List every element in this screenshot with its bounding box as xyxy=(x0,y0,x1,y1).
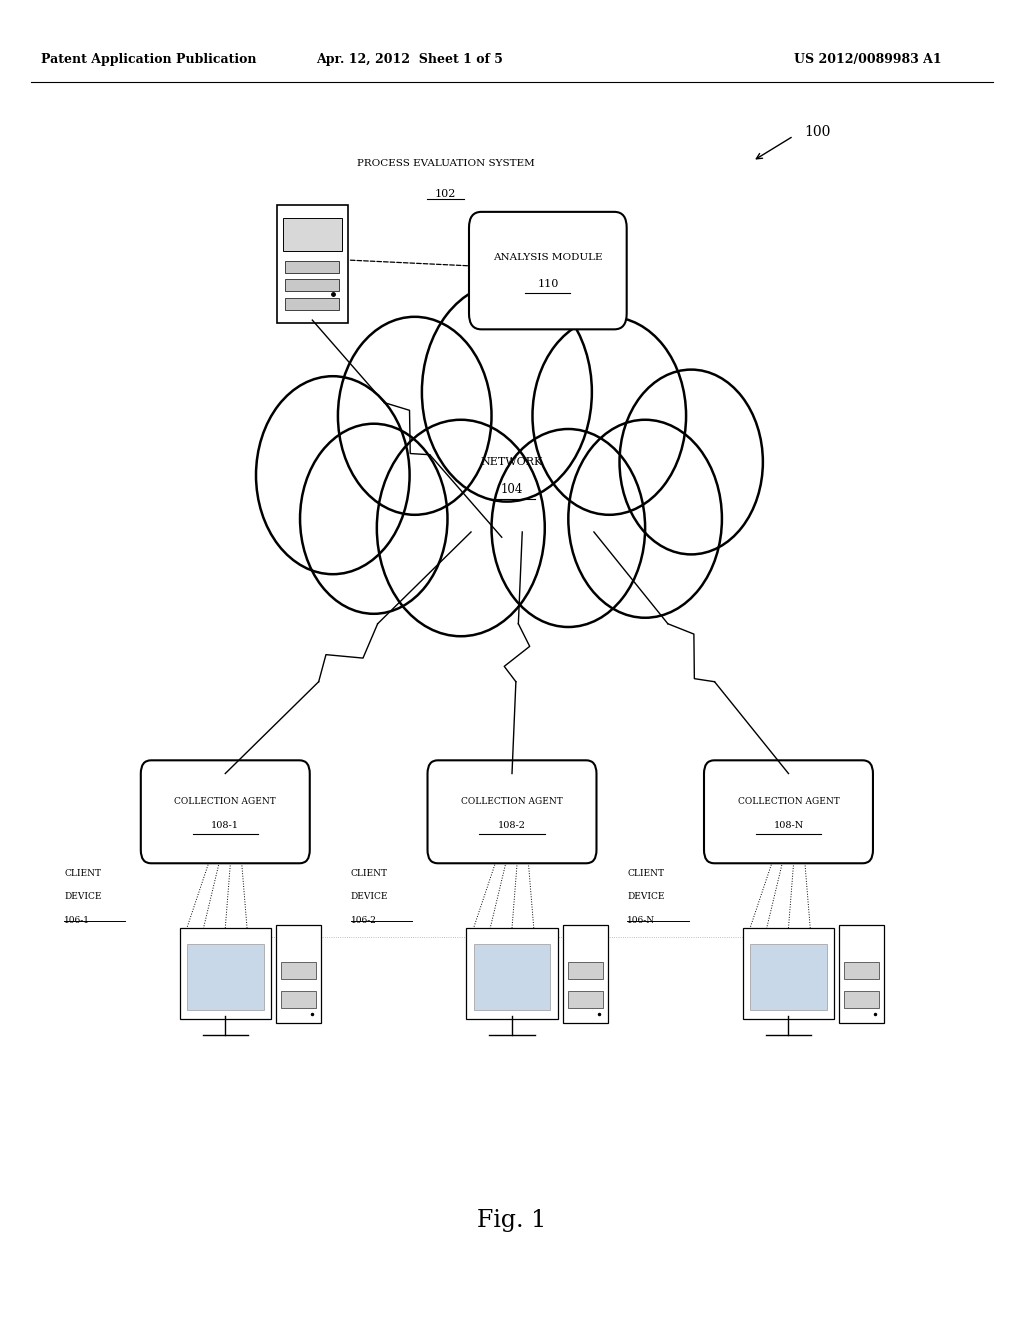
Text: PROCESS EVALUATION SYSTEM: PROCESS EVALUATION SYSTEM xyxy=(356,158,535,168)
Text: 102: 102 xyxy=(435,189,456,199)
Text: COLLECTION AGENT: COLLECTION AGENT xyxy=(174,797,276,805)
Text: COLLECTION AGENT: COLLECTION AGENT xyxy=(461,797,563,805)
Text: 100: 100 xyxy=(804,125,830,139)
FancyBboxPatch shape xyxy=(180,928,270,1019)
Text: Patent Application Publication: Patent Application Publication xyxy=(41,53,256,66)
FancyBboxPatch shape xyxy=(705,760,872,863)
FancyBboxPatch shape xyxy=(276,205,347,322)
Bar xyxy=(285,279,339,290)
Text: COLLECTION AGENT: COLLECTION AGENT xyxy=(737,797,840,805)
FancyBboxPatch shape xyxy=(743,928,834,1019)
FancyBboxPatch shape xyxy=(840,925,885,1023)
Text: 108-N: 108-N xyxy=(773,821,804,829)
Bar xyxy=(567,991,602,1008)
FancyBboxPatch shape xyxy=(467,928,557,1019)
Bar xyxy=(844,962,879,979)
Text: CLIENT: CLIENT xyxy=(65,869,101,878)
Text: CLIENT: CLIENT xyxy=(350,869,388,878)
Bar xyxy=(285,297,339,309)
Bar xyxy=(283,218,341,251)
Text: 104: 104 xyxy=(501,483,523,496)
Text: 106-1: 106-1 xyxy=(65,916,90,925)
Text: 108-2: 108-2 xyxy=(498,821,526,829)
FancyBboxPatch shape xyxy=(428,760,596,863)
FancyBboxPatch shape xyxy=(563,925,608,1023)
Text: Fig. 1: Fig. 1 xyxy=(477,1209,547,1233)
FancyBboxPatch shape xyxy=(276,925,322,1023)
Text: 106-N: 106-N xyxy=(627,916,655,925)
Bar xyxy=(281,962,315,979)
Text: US 2012/0089983 A1: US 2012/0089983 A1 xyxy=(795,53,942,66)
Text: CLIENT: CLIENT xyxy=(627,869,665,878)
Bar xyxy=(473,944,551,1010)
Bar xyxy=(281,991,315,1008)
FancyBboxPatch shape xyxy=(469,211,627,329)
Bar xyxy=(750,944,827,1010)
Text: 106-2: 106-2 xyxy=(350,916,377,925)
Text: DEVICE: DEVICE xyxy=(65,892,101,902)
FancyBboxPatch shape xyxy=(141,760,309,863)
Text: 108-1: 108-1 xyxy=(211,821,240,829)
Bar xyxy=(844,991,879,1008)
Text: ANALYSIS MODULE: ANALYSIS MODULE xyxy=(494,253,602,261)
Bar xyxy=(285,260,339,272)
Text: NETWORK: NETWORK xyxy=(481,457,543,467)
Text: DEVICE: DEVICE xyxy=(350,892,388,902)
Bar xyxy=(186,944,264,1010)
Text: 110: 110 xyxy=(538,279,558,289)
Text: DEVICE: DEVICE xyxy=(627,892,665,902)
Text: Apr. 12, 2012  Sheet 1 of 5: Apr. 12, 2012 Sheet 1 of 5 xyxy=(316,53,503,66)
Bar xyxy=(567,962,602,979)
